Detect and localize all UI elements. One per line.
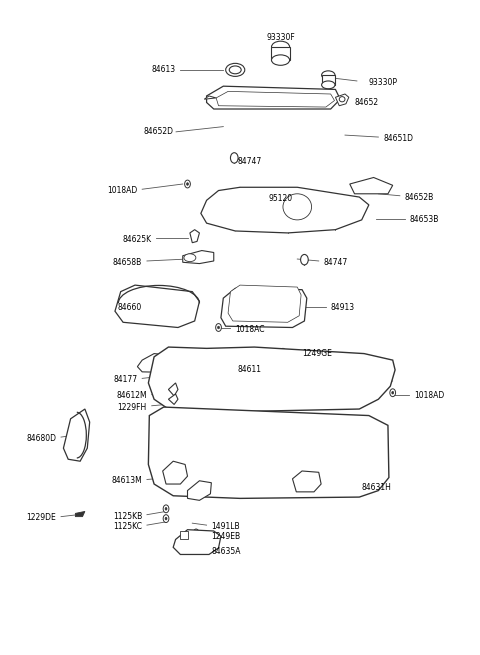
Text: 84635A: 84635A — [211, 547, 241, 555]
Ellipse shape — [272, 41, 289, 53]
Text: 84177: 84177 — [113, 375, 137, 384]
Text: 95120: 95120 — [269, 194, 293, 203]
Polygon shape — [336, 94, 349, 105]
Polygon shape — [188, 481, 211, 500]
Text: 84652: 84652 — [355, 98, 379, 107]
Polygon shape — [206, 86, 340, 109]
Polygon shape — [292, 471, 321, 492]
Text: 84653B: 84653B — [409, 215, 439, 225]
Text: 84652D: 84652D — [143, 127, 173, 136]
Ellipse shape — [322, 81, 335, 89]
Text: 93330P: 93330P — [369, 79, 398, 87]
Text: 1018AD: 1018AD — [414, 392, 444, 400]
Polygon shape — [168, 394, 178, 404]
Circle shape — [216, 324, 221, 331]
Polygon shape — [173, 530, 221, 555]
Circle shape — [392, 392, 394, 394]
Text: 1491LB: 1491LB — [211, 522, 240, 531]
Text: 84747: 84747 — [324, 258, 348, 267]
Polygon shape — [75, 512, 85, 517]
Polygon shape — [137, 354, 209, 373]
Ellipse shape — [272, 55, 289, 66]
Circle shape — [300, 254, 308, 265]
Circle shape — [390, 389, 396, 397]
Ellipse shape — [229, 66, 241, 74]
Circle shape — [217, 326, 219, 329]
Text: 84631H: 84631H — [362, 483, 392, 492]
Text: 84658B: 84658B — [113, 258, 142, 267]
Polygon shape — [221, 288, 307, 328]
Circle shape — [193, 529, 199, 537]
Text: 1249GE: 1249GE — [302, 349, 332, 358]
Text: 1125KB: 1125KB — [113, 512, 142, 521]
Polygon shape — [183, 251, 214, 263]
Circle shape — [282, 351, 284, 354]
Text: 84660: 84660 — [118, 303, 142, 312]
Text: 1249EB: 1249EB — [211, 532, 240, 541]
Circle shape — [165, 508, 167, 510]
Polygon shape — [228, 285, 301, 322]
Polygon shape — [148, 407, 389, 498]
Polygon shape — [190, 230, 199, 243]
Polygon shape — [350, 178, 393, 194]
Text: 84747: 84747 — [238, 157, 262, 166]
Text: 84680D: 84680D — [26, 434, 56, 443]
Polygon shape — [163, 461, 188, 484]
Polygon shape — [216, 92, 335, 107]
Polygon shape — [168, 383, 178, 396]
Text: 84652B: 84652B — [405, 193, 434, 202]
Polygon shape — [201, 187, 369, 233]
Text: 84913: 84913 — [331, 303, 355, 312]
Ellipse shape — [283, 194, 312, 220]
Circle shape — [230, 153, 238, 163]
Text: 93330F: 93330F — [266, 33, 295, 42]
Circle shape — [195, 532, 197, 534]
Circle shape — [250, 192, 257, 202]
Circle shape — [163, 505, 169, 513]
Text: 84612M: 84612M — [116, 392, 147, 400]
Ellipse shape — [322, 71, 335, 79]
Circle shape — [163, 515, 169, 523]
Text: 1018AC: 1018AC — [235, 325, 265, 334]
Circle shape — [165, 517, 167, 520]
Ellipse shape — [184, 253, 196, 261]
Text: 84625K: 84625K — [122, 235, 152, 244]
Text: 84651D: 84651D — [383, 134, 413, 143]
Polygon shape — [272, 47, 289, 60]
Polygon shape — [115, 285, 199, 328]
Polygon shape — [204, 96, 216, 99]
Polygon shape — [63, 409, 90, 461]
Text: 1125KC: 1125KC — [113, 522, 142, 531]
Circle shape — [280, 348, 286, 356]
Text: 84613M: 84613M — [111, 476, 142, 485]
Ellipse shape — [339, 97, 345, 102]
Circle shape — [187, 183, 189, 185]
Polygon shape — [180, 531, 188, 540]
Text: 1229DE: 1229DE — [26, 514, 56, 523]
Text: 1018AD: 1018AD — [107, 186, 137, 195]
Text: 1229FH: 1229FH — [118, 403, 147, 411]
Text: 84613: 84613 — [152, 66, 176, 75]
Text: 84611: 84611 — [238, 365, 262, 375]
Polygon shape — [322, 75, 335, 85]
Ellipse shape — [226, 64, 245, 77]
Circle shape — [185, 180, 191, 188]
Polygon shape — [148, 347, 395, 412]
Ellipse shape — [247, 191, 259, 204]
